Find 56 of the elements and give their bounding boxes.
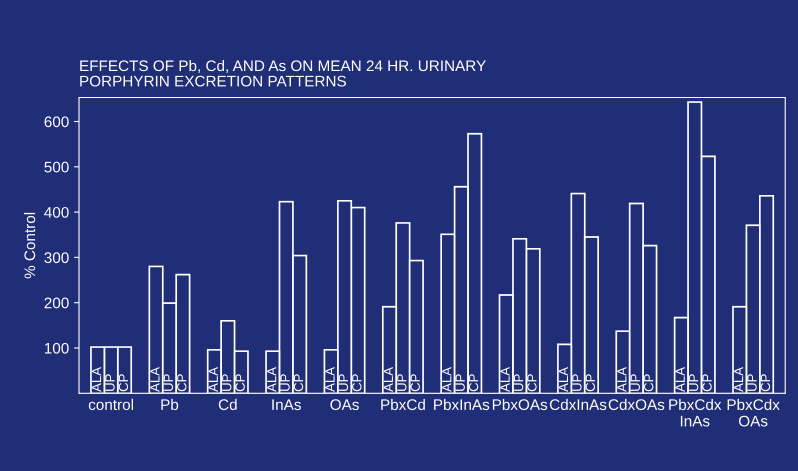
y-tick-label: 300 [44,252,69,264]
text: UP [164,374,174,391]
y-tick-label: 100 [44,342,69,354]
text: ALA [617,367,626,392]
text: CP [586,374,595,392]
text: UP [572,374,582,391]
x-tick-label: PbxInAs [434,398,490,410]
text: CP [235,374,245,392]
text: UP [630,374,640,391]
chart-title: EFFECTS OF Pb, Cd, AND As ON MEAN 24 HR. URINARY PORPHYRIN EXCRETION PATTERNS [80,60,486,87]
text: CP [177,374,186,392]
text: ALA [676,367,685,392]
text: ALA [734,367,744,392]
x-tick-label: Cd [218,398,237,410]
x-tick-label: PbxOAs [492,398,548,410]
text: ALA [384,367,393,392]
text: UP [514,374,524,391]
text: ALA [500,367,510,392]
x-tick-label: CdxInAs [550,398,606,410]
text: CP [294,374,304,392]
y-axis-title: % Control [24,212,36,278]
x-tick-label: OAs [330,399,359,410]
text: UP [397,374,406,391]
text: UP [338,374,348,391]
x-tick-label: control [88,398,134,410]
text: ALA [267,367,276,392]
text: CP [527,374,537,392]
x-tick-label: PbxCdx OAs [728,398,780,427]
x-tick-label: InAs [272,399,301,410]
text: CP [644,374,654,392]
text: CP [352,374,362,392]
text: ALA [325,367,335,392]
text: UP [222,374,232,391]
y-tick-label: 400 [44,206,69,218]
text: UP [456,374,465,391]
text: CP [468,374,478,392]
text: UP [689,374,698,391]
text: ALA [208,367,218,392]
text: CP [118,374,128,392]
text: UP [280,374,290,391]
x-tick-label: PbxCdx InAs [669,398,722,427]
text: UP [747,374,757,391]
text: ALA [558,367,568,392]
text: CP [410,374,420,392]
text: CP [702,374,712,392]
text: ALA [442,367,452,392]
text: CP [760,374,770,392]
text: UP [105,374,115,391]
x-tick-label: CdxOAs [608,398,664,410]
text: ALA [92,367,102,392]
x-tick-label: PbxCd [381,398,425,410]
y-tick-label: 500 [44,162,69,172]
x-tick-label: Pb [161,398,178,410]
text: ALA [150,367,160,392]
y-tick-label: 200 [44,298,69,308]
y-tick-label: 600 [44,116,69,128]
